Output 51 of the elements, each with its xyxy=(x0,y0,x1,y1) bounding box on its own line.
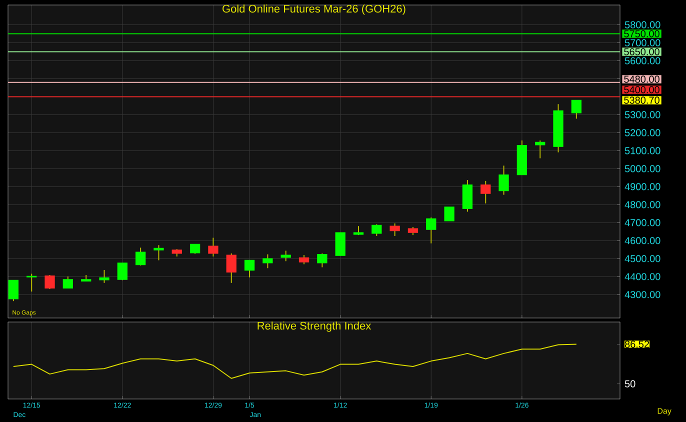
candlestick xyxy=(62,276,73,289)
y-tick-label: 5300.00 xyxy=(624,111,660,118)
y-tick-label: 4300.00 xyxy=(624,291,660,298)
y-tick-label: 4900.00 xyxy=(624,183,660,190)
y-tick-label: 86.52 xyxy=(624,340,650,348)
y-tick-label: 5000.00 xyxy=(624,165,660,172)
candlestick xyxy=(498,165,509,196)
y-tick-label: 5600.00 xyxy=(624,57,660,64)
ref-line-label: 5400.00 xyxy=(624,86,660,94)
y-tick-label: 4400.00 xyxy=(624,273,660,280)
candlestick xyxy=(298,254,310,265)
candlestick xyxy=(426,216,436,244)
candlestick xyxy=(262,254,273,269)
candlestick xyxy=(136,247,146,266)
candlestick xyxy=(535,140,546,159)
candlestick xyxy=(444,206,454,222)
candlestick xyxy=(317,252,328,268)
candlestick xyxy=(372,224,382,236)
ref-line-label: 5750.00 xyxy=(624,30,660,38)
candlestick xyxy=(44,274,55,290)
candlestick xyxy=(571,100,582,120)
y-tick-label: 4500.00 xyxy=(624,255,660,262)
candlestick xyxy=(190,244,200,254)
candlestick xyxy=(154,244,164,261)
ref-line-label: 5650.00 xyxy=(624,48,660,56)
y-tick-label: 5100.00 xyxy=(624,147,660,154)
y-tick-label: 4800.00 xyxy=(624,201,660,208)
candlestick xyxy=(26,273,37,292)
candlestick xyxy=(390,222,400,236)
y-tick-label: 4700.00 xyxy=(624,219,660,226)
ref-line-label: 5480.00 xyxy=(624,76,660,83)
y-tick-label: 5200.00 xyxy=(624,129,660,136)
line-series xyxy=(12,344,577,379)
candlestick xyxy=(244,260,255,278)
candlestick xyxy=(99,269,110,284)
candlestick xyxy=(480,180,491,204)
candlestick xyxy=(8,280,19,302)
text: 5380.70 xyxy=(624,96,660,104)
y-tick-label: 5700.00 xyxy=(624,39,660,46)
candlestick xyxy=(226,252,236,284)
candlestick xyxy=(335,232,346,256)
y-tick-label: 4600.00 xyxy=(624,237,660,244)
chart-title: Relative Strength Index xyxy=(258,322,372,332)
y-tick-label: 50 xyxy=(624,380,636,388)
text: Day xyxy=(658,408,672,416)
candlestick xyxy=(280,250,291,262)
y-tick-label: 5800.00 xyxy=(624,21,660,28)
candlestick xyxy=(462,180,473,212)
chart-title: Gold Online Futures Mar-26 (GOH26) xyxy=(222,4,406,15)
candlestick xyxy=(117,262,128,281)
candlestick xyxy=(208,237,218,257)
